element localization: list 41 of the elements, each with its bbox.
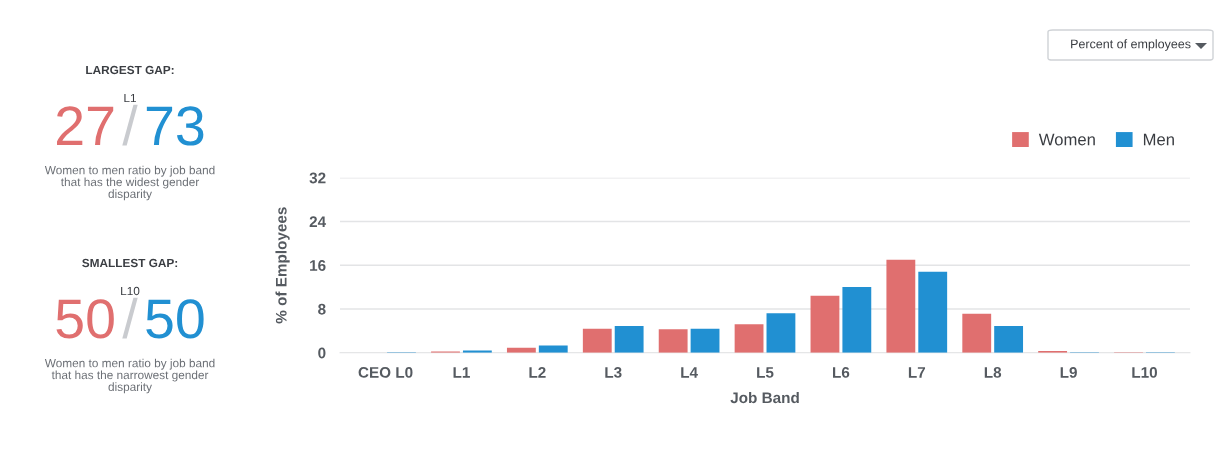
x-tick-label: L3 [605,366,622,378]
bar [766,313,796,353]
bar [962,313,992,353]
text: LARGEST GAP: [86,65,174,75]
bar [994,325,1024,353]
text: Percent of employees [1071,39,1191,51]
x-tick-label: L6 [833,366,850,378]
bar [690,328,720,353]
x-tick-label: CEO L0 [358,366,413,378]
y-tick-label: 32 [309,172,326,184]
y-tick-label: 8 [318,303,326,315]
bar [886,259,916,353]
x-tick-label: L8 [984,366,1002,378]
text: Women to men ratio by job band that has the widest gender disparity [44,165,215,201]
x-tick-label: L4 [681,367,698,378]
bar [734,324,764,353]
y-tick-label: 16 [310,260,326,271]
bar [582,328,612,353]
bar [842,287,872,353]
bar [614,325,644,353]
text: L1 [124,93,136,103]
text: SMALLEST GAP: [82,258,178,268]
x-tick-label: L2 [529,366,546,378]
text: L10 [121,286,140,296]
legend-label: Men [1143,133,1174,146]
y-tick-label: 0 [318,347,326,359]
x-tick-label: L10 [1132,366,1157,378]
text: Women to men ratio by job band that has the narrowest gender disparity [44,358,215,394]
text: 27/73 [57,104,204,146]
bar [658,329,688,353]
x-tick-label: L7 [908,367,926,378]
y-tick-label: 24 [309,216,327,227]
x-tick-label: L9 [1060,366,1077,378]
x-tick-label: L1 [453,367,470,378]
x-axis-title: Job Band [730,391,799,404]
y-axis-title: % of Employees [275,207,290,324]
text: 50/50 [56,297,204,339]
bar [918,271,948,353]
legend-label: Women [1038,133,1095,146]
bar [810,295,840,353]
x-tick-label: L5 [757,367,774,378]
